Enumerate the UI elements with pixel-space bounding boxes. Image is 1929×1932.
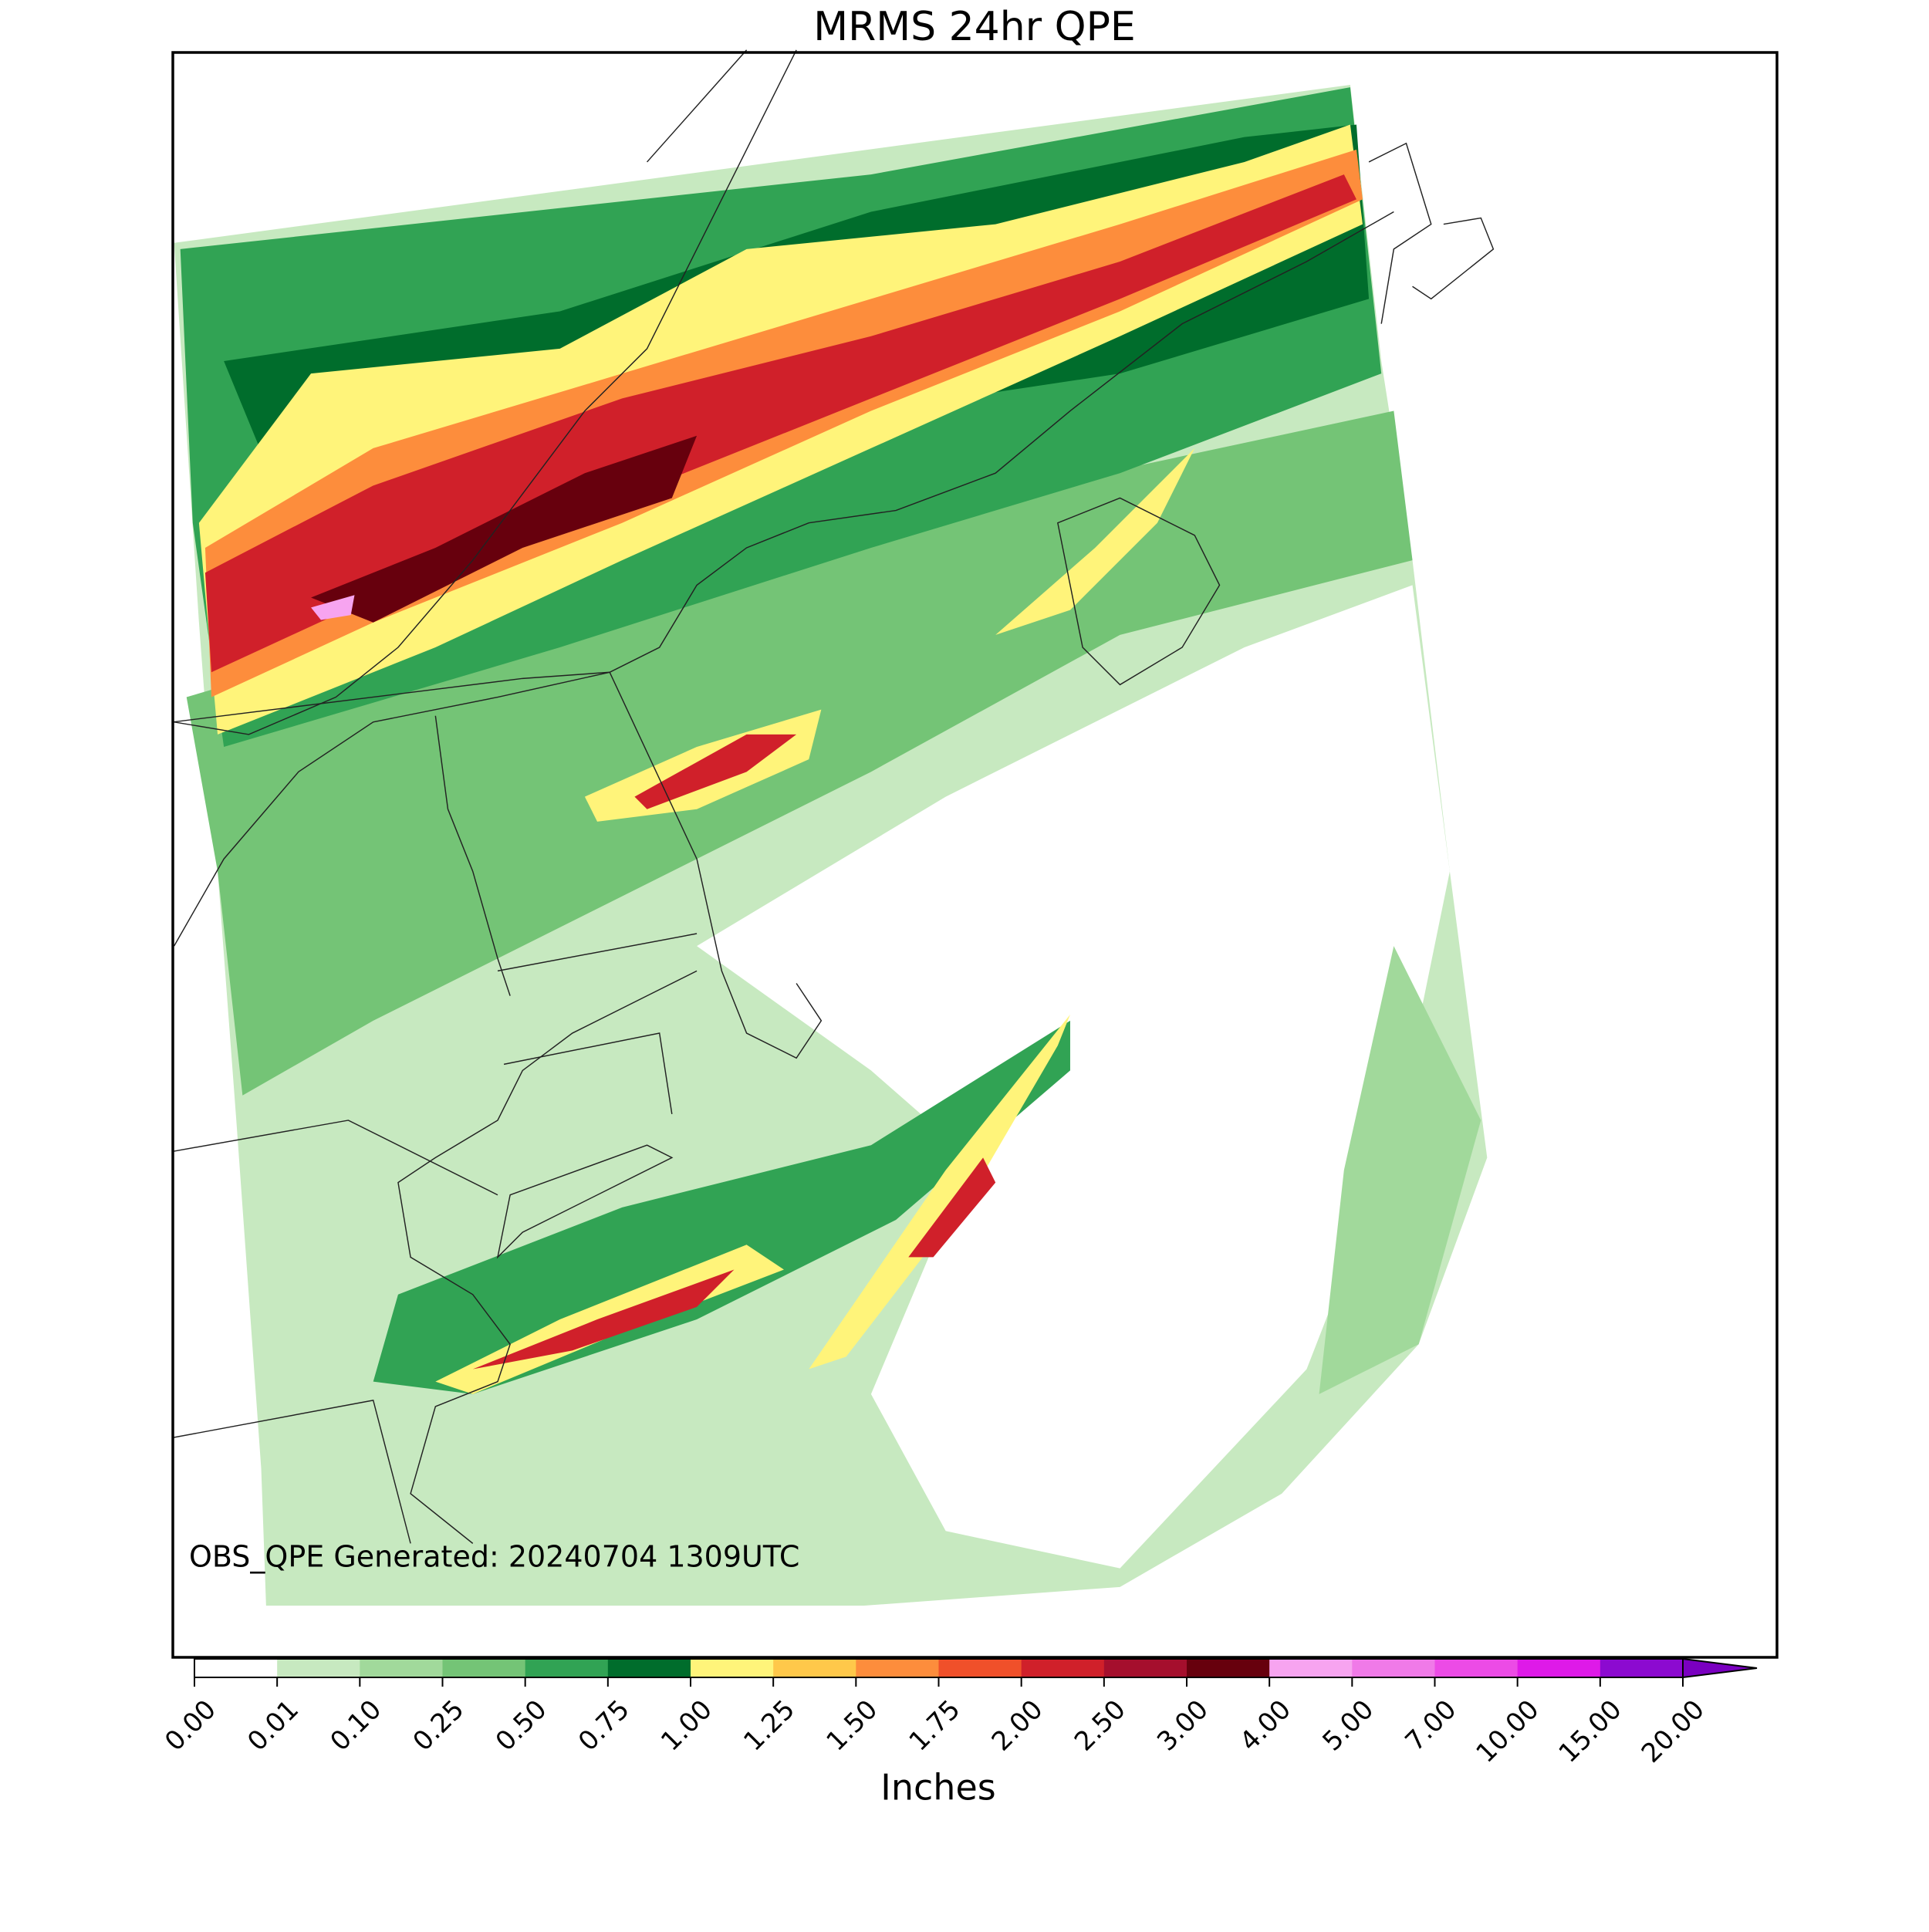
colorbar-tick-label: 0.50 <box>490 1694 553 1758</box>
colorbar-tick-label: 3.00 <box>1151 1694 1214 1758</box>
colorbar-segment <box>773 1659 856 1677</box>
colorbar-segment <box>1021 1659 1105 1677</box>
colorbar-tick-label: 2.00 <box>986 1694 1049 1758</box>
colorbar-tick-label: 15.00 <box>1553 1694 1628 1769</box>
colorbar-segment <box>1352 1659 1435 1677</box>
colorbar-segment <box>442 1659 526 1677</box>
colorbar-segment <box>1187 1659 1270 1677</box>
colorbar-tick-label: 0.25 <box>407 1694 471 1758</box>
colorbar-segment <box>856 1659 939 1677</box>
colorbar-tick-label: 1.25 <box>738 1694 801 1758</box>
colorbar-segment <box>1434 1659 1519 1677</box>
map-frame <box>171 51 1779 1659</box>
colorbar-tick-label: 20.00 <box>1636 1694 1711 1769</box>
colorbar-segment <box>1103 1659 1187 1677</box>
map-title: MRMS 24hr QPE <box>813 4 1136 50</box>
colorbar-tick-label: 1.00 <box>655 1694 718 1758</box>
colorbar-segment <box>1517 1659 1601 1677</box>
colorbar-segment <box>1269 1659 1353 1677</box>
colorbar-tick-label: 0.75 <box>573 1694 636 1758</box>
colorbar-tick-label: 7.00 <box>1400 1694 1463 1758</box>
map <box>172 49 1495 1606</box>
colorbar: 0.00 0.01 0.10 0.25 0.50 0.75 1.00 1.25 1.50 1.75… <box>159 1657 1758 1769</box>
colorbar-segment <box>277 1659 360 1677</box>
colorbar-segment <box>938 1659 1022 1677</box>
colorbar-tick-label: 2.50 <box>1069 1694 1132 1758</box>
colorbar-tick-label: 10.00 <box>1470 1694 1545 1769</box>
colorbar-label: Inches <box>880 1767 995 1809</box>
colorbar-tick-label: 4.00 <box>1234 1694 1297 1758</box>
colorbar-segment <box>691 1659 774 1677</box>
precip-field <box>174 84 1488 1606</box>
colorbar-tick-label: 0.00 <box>159 1694 222 1758</box>
colorbar-tick-label: 1.75 <box>904 1694 967 1758</box>
colorbar-tick-label: 0.01 <box>242 1694 305 1758</box>
colorbar-segment <box>525 1659 609 1677</box>
colorbar-segment <box>360 1659 443 1677</box>
colorbar-tick-label: 1.50 <box>820 1694 883 1758</box>
colorbar-segment <box>1600 1659 1684 1677</box>
coastlines <box>172 49 1495 1544</box>
colorbar-tick-label: 0.10 <box>324 1694 387 1758</box>
colorbar-tick-label: 5.00 <box>1316 1694 1380 1758</box>
colorbar-extension <box>1682 1657 1758 1679</box>
annotation: OBS_QPE Generated: 20240704 1309UTC <box>189 1540 799 1574</box>
colorbar-segment <box>607 1659 691 1677</box>
colorbar-segment <box>194 1659 278 1677</box>
